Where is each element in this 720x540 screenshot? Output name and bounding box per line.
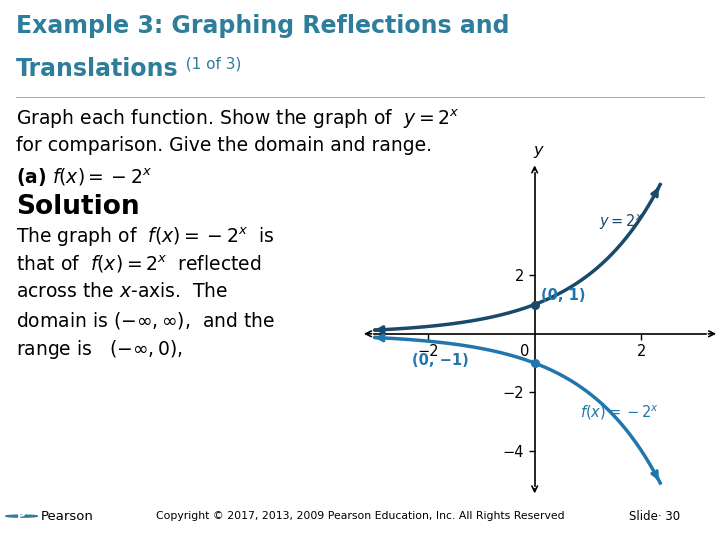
Text: 0: 0 [521,344,530,359]
Text: The graph of  $f(x) = -2^x$  is: The graph of $f(x) = -2^x$ is [16,226,274,249]
Text: across the $x$-axis.  The: across the $x$-axis. The [16,282,228,301]
Text: (0, −1): (0, −1) [412,353,469,368]
Text: (1 of 3): (1 of 3) [176,57,241,72]
Text: for comparison. Give the domain and range.: for comparison. Give the domain and rang… [16,136,432,155]
Text: $y = 2^x$: $y = 2^x$ [599,213,644,232]
Text: Solution: Solution [16,194,140,220]
Text: $\mathbf{(a)}$: $\mathbf{(a)}$ [16,166,46,188]
Text: Copyright © 2017, 2013, 2009 Pearson Education, Inc. All Rights Reserved: Copyright © 2017, 2013, 2009 Pearson Edu… [156,511,564,521]
Text: P: P [17,510,26,523]
Text: Pearson: Pearson [41,510,94,523]
Text: $f(x) = -2^x$: $f(x) = -2^x$ [52,166,152,188]
Text: $y$: $y$ [533,144,545,160]
Text: (0, 1): (0, 1) [541,288,585,303]
Text: Example 3: Graphing Reflections and: Example 3: Graphing Reflections and [16,14,509,37]
Text: Slide· 30: Slide· 30 [629,510,680,523]
Text: $f(x) = -2^x$: $f(x) = -2^x$ [580,403,659,422]
Text: Translations: Translations [16,57,179,80]
Text: range is   $(-\infty,0)$,: range is $(-\infty,0)$, [16,338,183,361]
Circle shape [6,515,37,517]
Text: that of  $f(x) = 2^x$  reflected: that of $f(x) = 2^x$ reflected [16,254,261,275]
Text: domain is $(-\infty,\infty)$,  and the: domain is $(-\infty,\infty)$, and the [16,310,275,331]
Text: Graph each function. Show the graph of  $y = 2^x$: Graph each function. Show the graph of $… [16,108,459,131]
